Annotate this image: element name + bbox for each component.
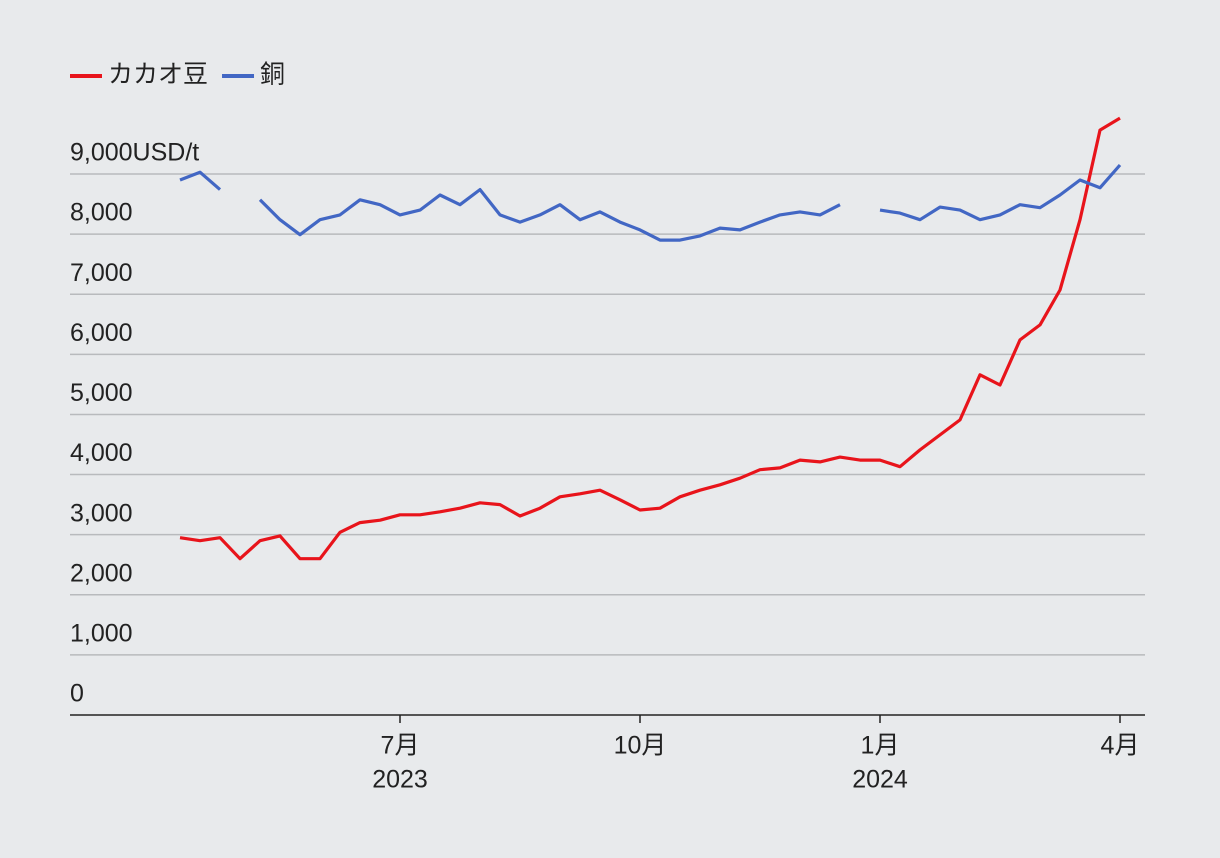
y-tick-label: 5,000 — [70, 379, 133, 407]
x-tick-label: 1月 — [861, 732, 900, 760]
legend-label: 銅 — [260, 61, 285, 89]
y-tick-label: 3,000 — [70, 499, 133, 527]
y-tick-label: 2,000 — [70, 559, 133, 587]
series-line — [179, 116, 1121, 561]
y-tick-label: 0 — [70, 680, 84, 708]
x-tick-label: 4月 — [1101, 732, 1140, 760]
y-tick-label: 9,000USD/t — [70, 139, 199, 167]
series-line — [179, 163, 1122, 242]
y-tick-label: 8,000 — [70, 199, 133, 227]
y-tick-label: 1,000 — [70, 619, 133, 647]
y-tick-label: 4,000 — [70, 439, 133, 467]
x-tick-label: 7月 — [381, 732, 420, 760]
x-year-label: 2023 — [372, 766, 428, 794]
x-year-label: 2024 — [852, 766, 908, 794]
legend-label: カカオ豆 — [108, 61, 208, 89]
x-tick-label: 10月 — [614, 732, 667, 760]
y-tick-label: 6,000 — [70, 319, 133, 347]
y-tick-label: 7,000 — [70, 259, 133, 287]
